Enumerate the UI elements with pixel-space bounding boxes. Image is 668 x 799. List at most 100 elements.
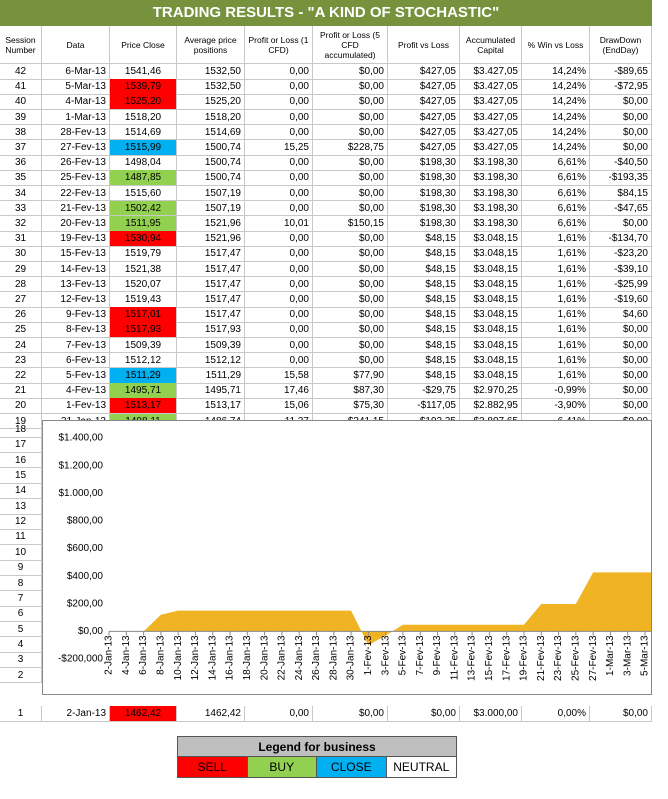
row-number: 32 — [0, 216, 42, 232]
cell: $0,00 — [590, 140, 652, 156]
row-number: 40 — [0, 94, 42, 111]
cell: $48,15 — [388, 368, 460, 384]
row-number: 21 — [0, 383, 42, 399]
y-tick-label: $0,00 — [78, 626, 103, 637]
cell: 0,00 — [245, 79, 313, 95]
cell: 1500,74 — [177, 155, 245, 171]
cell: $0,00 — [313, 246, 388, 263]
y-tick-label: $1.400,00 — [59, 433, 104, 444]
cell: -$117,05 — [388, 398, 460, 415]
x-tick-label: 14-Jan-13 — [207, 635, 218, 680]
cell: 14,24% — [522, 79, 590, 95]
cell: 0,00 — [245, 292, 313, 308]
x-tick-label: 30-Jan-13 — [346, 635, 357, 680]
cell: $3.048,15 — [460, 276, 522, 293]
cell: $48,15 — [388, 261, 460, 278]
cell: 1512,12 — [177, 352, 245, 369]
cell: $87,30 — [313, 383, 388, 399]
y-tick-label: $400,00 — [67, 571, 104, 582]
cell: 14-Fev-13 — [42, 261, 110, 278]
legend-title: Legend for business — [178, 737, 456, 757]
cell: 15,06 — [245, 398, 313, 415]
cell: 0,00 — [245, 231, 313, 247]
cell: $0,00 — [590, 398, 652, 415]
cell: 21-Fev-13 — [42, 200, 110, 217]
cell: 0,00 — [245, 109, 313, 126]
cell: 1495,71 — [177, 383, 245, 399]
cell: 0,00 — [245, 261, 313, 278]
row-number: 19 — [0, 413, 42, 430]
cell: $198,30 — [388, 170, 460, 187]
cell: 0,00 — [245, 322, 313, 339]
cell: $0,00 — [313, 706, 388, 722]
cell: 20-Fev-13 — [42, 216, 110, 232]
x-tick-label: 5-Fev-13 — [398, 635, 409, 675]
row-number: 38 — [0, 124, 42, 141]
cell: 26-Fev-13 — [42, 155, 110, 171]
cell: 1518,20 — [177, 109, 245, 126]
cell: $3.048,15 — [460, 261, 522, 278]
row-number: 17 — [0, 437, 42, 454]
cell: $0,00 — [313, 170, 388, 187]
cell: $0,00 — [313, 337, 388, 354]
cell: 1525,20 — [177, 94, 245, 111]
cell: $150,15 — [313, 216, 388, 232]
column-header: Accumulated Capital — [460, 26, 522, 64]
column-header: Price Close — [110, 26, 177, 64]
cell: $0,00 — [590, 94, 652, 111]
cell: 1521,96 — [177, 216, 245, 232]
row-number: 25 — [0, 322, 42, 339]
x-tick-label: 27-Fev-13 — [588, 635, 599, 681]
cell: 1519,43 — [110, 292, 177, 308]
cell: $3.198,30 — [460, 155, 522, 171]
cell: $3.048,15 — [460, 322, 522, 339]
legend-item: SELL — [178, 757, 248, 777]
row-number: 36 — [0, 155, 42, 171]
row-number: 30 — [0, 246, 42, 263]
cell: 1513,17 — [177, 398, 245, 415]
row-number: 16 — [0, 452, 42, 469]
cell: 6,61% — [522, 170, 590, 187]
cell: -$19,60 — [590, 292, 652, 308]
cell: $198,30 — [388, 216, 460, 232]
cell: 1530,94 — [110, 231, 177, 247]
row-number: 41 — [0, 79, 42, 95]
cell: 1500,74 — [177, 140, 245, 156]
column-header: Profit vs Loss — [388, 26, 460, 64]
cell: 6,61% — [522, 216, 590, 232]
cell: $0,00 — [590, 124, 652, 141]
cell: -$29,75 — [388, 383, 460, 399]
x-tick-label: 10-Jan-13 — [173, 635, 184, 680]
cell: $0,00 — [313, 352, 388, 369]
legend-item: BUY — [247, 757, 317, 777]
cell: 0,00 — [245, 246, 313, 263]
cell: $48,15 — [388, 337, 460, 354]
cell: $0,00 — [313, 276, 388, 293]
x-tick-label: 20-Jan-13 — [259, 635, 270, 680]
cell: 0,00 — [245, 64, 313, 80]
cell: 15,58 — [245, 368, 313, 384]
cell: 0,00 — [245, 124, 313, 141]
cell: 15-Fev-13 — [42, 246, 110, 263]
cell: 0,00 — [245, 276, 313, 293]
cell: $0,00 — [313, 64, 388, 80]
cell: $3.198,30 — [460, 216, 522, 232]
row-number: 29 — [0, 261, 42, 278]
cell: $427,05 — [388, 94, 460, 111]
cell: $75,30 — [313, 398, 388, 415]
column-header: DrawDown (EndDay) — [590, 26, 652, 64]
row-number: 10 — [0, 544, 42, 561]
cell: $3.000,00 — [460, 706, 522, 722]
cell: 1462,42 — [177, 706, 245, 722]
cell: $3.427,05 — [460, 79, 522, 95]
x-tick-label: 12-Jan-13 — [190, 635, 201, 680]
cell: 1539,79 — [110, 79, 177, 95]
sheet-title: TRADING RESULTS - "A KIND OF STOCHASTIC" — [0, 0, 652, 26]
cell: 1502,42 — [110, 200, 177, 217]
cell: $0,00 — [590, 352, 652, 369]
cell: 4-Mar-13 — [42, 94, 110, 111]
cell: $198,30 — [388, 185, 460, 202]
x-tick-label: 9-Fev-13 — [432, 635, 443, 675]
cell: $198,30 — [388, 200, 460, 217]
cell: $3.198,30 — [460, 185, 522, 202]
